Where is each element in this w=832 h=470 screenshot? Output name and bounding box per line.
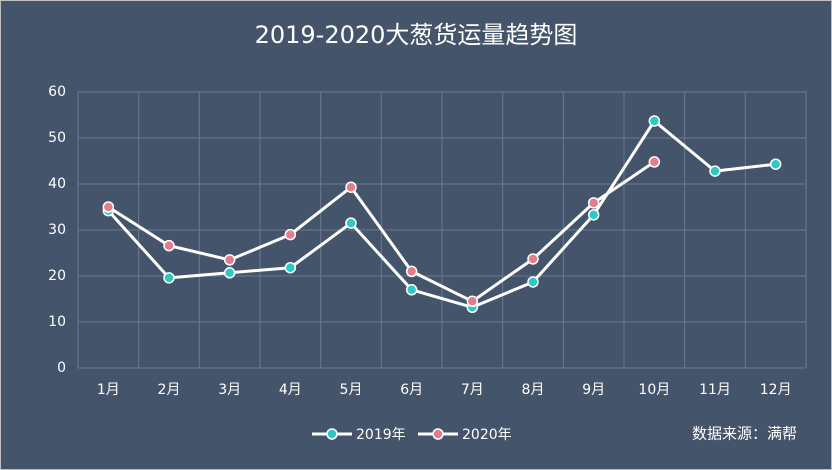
y-tick-label: 30 (48, 222, 66, 238)
data-point (345, 217, 357, 229)
data-point (163, 239, 175, 252)
data-point (284, 261, 297, 274)
data-point (648, 115, 661, 127)
x-tick-label: 9月 (582, 382, 605, 398)
data-point (284, 228, 297, 241)
legend-label: 2020年 (462, 427, 512, 443)
data-point (405, 284, 418, 296)
data-point (527, 253, 539, 265)
data-point (648, 156, 661, 168)
x-tick-label: 4月 (279, 382, 302, 398)
y-tick-label: 60 (48, 84, 66, 100)
legend-marker (326, 428, 338, 440)
data-point (163, 272, 175, 284)
data-point (223, 267, 236, 279)
x-tick-label: 2月 (158, 382, 181, 398)
legend-marker (432, 428, 444, 440)
x-tick-label: 6月 (400, 382, 423, 398)
data-point (587, 209, 600, 221)
data-point (466, 295, 479, 308)
x-tick-label: 1月 (97, 382, 120, 398)
legend-label: 2019年 (356, 427, 406, 443)
y-tick-label: 20 (48, 268, 66, 284)
data-point (709, 165, 721, 177)
series-line (107, 160, 656, 303)
y-tick-label: 40 (48, 176, 66, 192)
data-point (405, 265, 418, 278)
x-tick-label: 7月 (461, 382, 484, 398)
y-tick-label: 0 (57, 360, 66, 376)
source-note: 数据来源：满帮 (692, 425, 797, 443)
chart-title: 2019-2020大葱货运量趋势图 (255, 21, 578, 49)
x-tick-label: 12月 (760, 382, 792, 398)
y-tick-label: 10 (48, 314, 66, 330)
x-tick-label: 10月 (638, 382, 670, 398)
data-point (769, 158, 782, 170)
y-tick-label: 50 (48, 130, 66, 146)
data-point (223, 254, 236, 266)
data-point (527, 276, 539, 288)
series-line (107, 119, 776, 309)
x-tick-label: 5月 (340, 382, 363, 398)
data-point (587, 197, 600, 209)
data-point (102, 201, 115, 213)
x-tick-label: 8月 (522, 382, 545, 398)
data-point (345, 181, 357, 193)
x-tick-label: 3月 (218, 382, 241, 398)
x-tick-label: 11月 (699, 382, 731, 398)
